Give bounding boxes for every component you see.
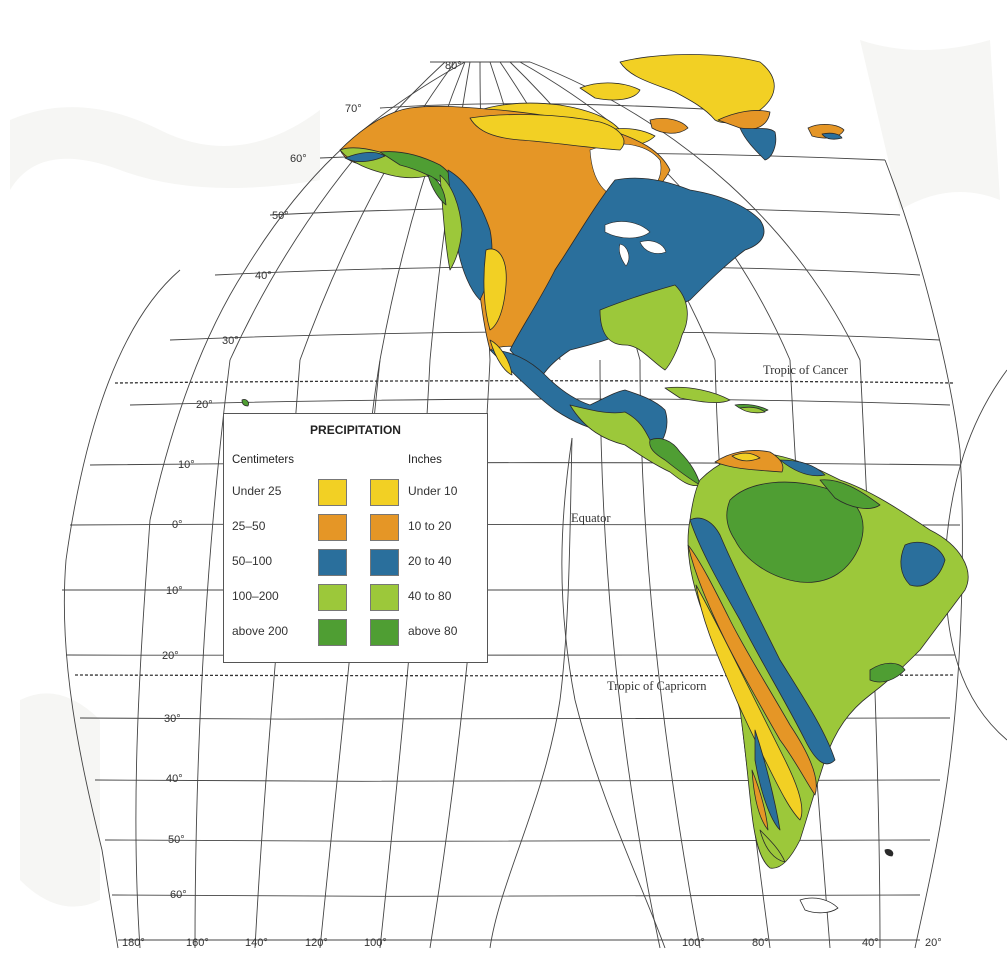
south-america [687, 450, 969, 914]
legend-swatch-in [370, 479, 399, 506]
legend-cm-label: Under 25 [232, 484, 282, 498]
legend-in-label: 20 to 40 [408, 554, 452, 568]
north-america [241, 54, 845, 487]
precipitation-legend: PRECIPITATION Centimeters Inches Under 2… [223, 413, 488, 663]
lon-label-100-left: 100° [364, 937, 387, 949]
lat-label-50s: 50° [168, 834, 185, 846]
legend-swatch-cm [318, 549, 347, 576]
lon-label-140: 140° [245, 937, 268, 949]
legend-row: 50–100 20 to 40 [224, 548, 487, 578]
legend-swatch-cm [318, 619, 347, 646]
lon-label-160: 160° [186, 937, 209, 949]
legend-row: 25–50 10 to 20 [224, 513, 487, 543]
lat-label-40: 40° [255, 270, 272, 282]
lat-label-30s: 30° [164, 713, 181, 725]
latitude-labels: 80° 70° 60° 50° 40° 30° 20° 10° 0° 10° 2… [162, 60, 462, 901]
legend-swatch-in [370, 549, 399, 576]
legend-in-label: above 80 [408, 624, 458, 638]
legend-title: PRECIPITATION [310, 423, 401, 437]
lon-label-20: 20° [925, 937, 942, 949]
lat-label-30: 30° [222, 335, 239, 347]
lat-label-50: 50° [272, 210, 289, 222]
lon-label-120: 120° [305, 937, 328, 949]
lon-label-100-right: 100° [682, 937, 705, 949]
legend-cm-label: above 200 [232, 624, 289, 638]
legend-swatch-cm [318, 584, 347, 611]
lat-label-20: 20° [196, 399, 213, 411]
equator-label: Equator [571, 511, 611, 525]
legend-swatch-cm [318, 479, 347, 506]
lat-label-10n: 10° [178, 459, 195, 471]
lat-label-70: 70° [345, 103, 362, 115]
legend-cm-label: 50–100 [232, 554, 273, 568]
lat-label-0: 0° [172, 519, 183, 531]
legend-swatch-in [370, 619, 399, 646]
lat-label-20s: 20° [162, 650, 179, 662]
lat-label-60s: 60° [170, 889, 187, 901]
lon-label-180: 180° [122, 937, 145, 949]
lat-label-40s: 40° [166, 773, 183, 785]
legend-header-inches: Inches [408, 454, 442, 466]
tropic-of-cancer-label: Tropic of Cancer [763, 363, 849, 377]
legend-cm-label: 100–200 [232, 589, 279, 603]
legend-in-label: 40 to 80 [408, 589, 452, 603]
longitude-labels: 180° 160° 140° 120° 100° 100° 80° 40° 20… [122, 937, 942, 949]
legend-row: 100–200 40 to 80 [224, 583, 487, 613]
lon-label-40: 40° [862, 937, 879, 949]
legend-cm-label: 25–50 [232, 519, 266, 533]
amazon-wet-zone [726, 481, 864, 583]
lat-label-80: 80° [445, 60, 462, 72]
lat-label-10s: 10° [166, 585, 183, 597]
legend-row: Under 25 Under 10 [224, 478, 487, 508]
legend-row: above 200 above 80 [224, 618, 487, 648]
legend-header-centimeters: Centimeters [232, 454, 294, 466]
legend-swatch-in [370, 514, 399, 541]
legend-in-label: Under 10 [408, 484, 458, 498]
lon-label-80: 80° [752, 937, 769, 949]
lat-label-60: 60° [290, 153, 307, 165]
tropic-of-capricorn-label: Tropic of Capricorn [607, 679, 707, 693]
legend-swatch-in [370, 584, 399, 611]
legend-swatch-cm [318, 514, 347, 541]
legend-in-label: 10 to 20 [408, 519, 452, 533]
